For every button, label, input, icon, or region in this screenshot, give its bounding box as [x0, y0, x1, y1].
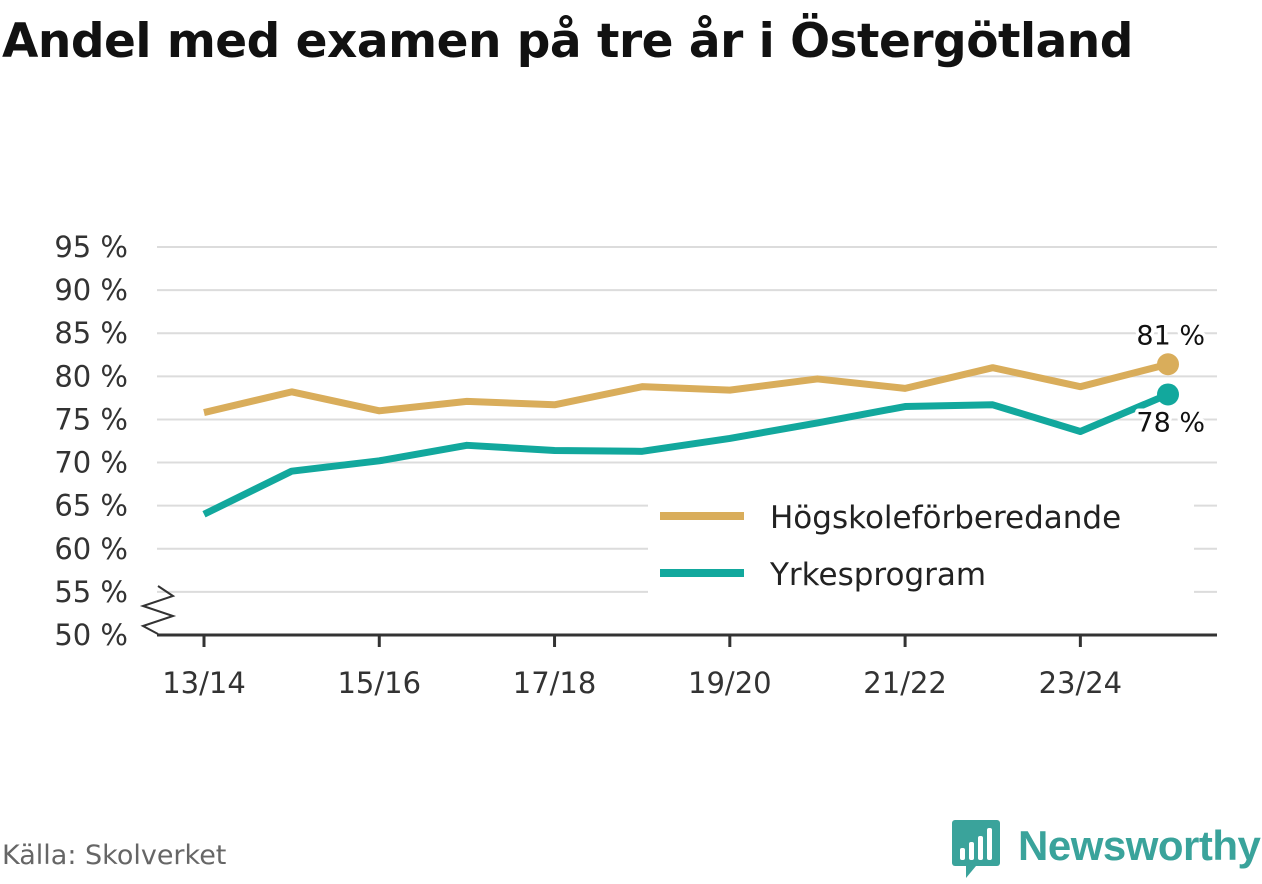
- x-tick-label: 21/22: [863, 666, 947, 700]
- end-label-hogskoleforberedande: 81 %: [1136, 320, 1205, 351]
- end-labels: 81 % 78 %: [1133, 317, 1209, 442]
- x-tick-label: 13/14: [162, 666, 246, 700]
- series-line-hogskoleforberedande: [203, 360, 1169, 416]
- y-tick-label: 85 %: [54, 316, 128, 350]
- legend: Högskoleförberedande Yrkesprogram: [648, 488, 1194, 594]
- x-tick-label: 15/16: [337, 666, 421, 700]
- legend-label-hogskoleforberedande: Högskoleförberedande: [770, 500, 1121, 536]
- end-label-yrkesprogram: 78 %: [1136, 407, 1205, 438]
- y-tick-label: 60 %: [54, 532, 128, 566]
- line-chart: 50 % 55 % 60 % 65 % 70 % 75 % 80 % 85 % 90 % 95 %…: [54, 230, 1217, 700]
- axis-break-icon: [139, 585, 177, 635]
- series-line-yrkesprogram: [202, 391, 1170, 518]
- x-axis: 13/14 15/16 17/18 19/20 21/22 23/24: [139, 585, 1217, 700]
- x-tick-label: 19/20: [688, 666, 772, 700]
- chart-title: Andel med examen på tre år i Östergötlan…: [2, 14, 1133, 69]
- newsworthy-logo-icon: [952, 820, 1000, 878]
- end-point-hogskoleforberedande: [1157, 353, 1179, 376]
- y-tick-label: 95 %: [54, 230, 128, 264]
- end-point-yrkesprogram: [1157, 383, 1179, 406]
- source-note: Källa: Skolverket: [2, 840, 227, 871]
- x-tick-label: 17/18: [513, 666, 597, 700]
- y-tick-label: 50 %: [54, 618, 128, 652]
- y-tick-label: 55 %: [54, 575, 128, 609]
- y-tick-label: 75 %: [54, 402, 128, 436]
- y-tick-label: 80 %: [54, 359, 128, 393]
- brand-logo: Newsworthy: [950, 818, 1262, 878]
- series-lines: [202, 353, 1179, 518]
- y-tick-label: 70 %: [54, 446, 128, 480]
- y-tick-label: 65 %: [54, 489, 128, 523]
- x-tick-label: 23/24: [1039, 666, 1123, 700]
- y-axis-ticks: 50 % 55 % 60 % 65 % 70 % 75 % 80 % 85 % 90 % 95 %: [54, 230, 128, 652]
- legend-label-yrkesprogram: Yrkesprogram: [769, 557, 986, 593]
- y-tick-label: 90 %: [54, 273, 128, 307]
- brand-name: Newsworthy: [1018, 822, 1261, 869]
